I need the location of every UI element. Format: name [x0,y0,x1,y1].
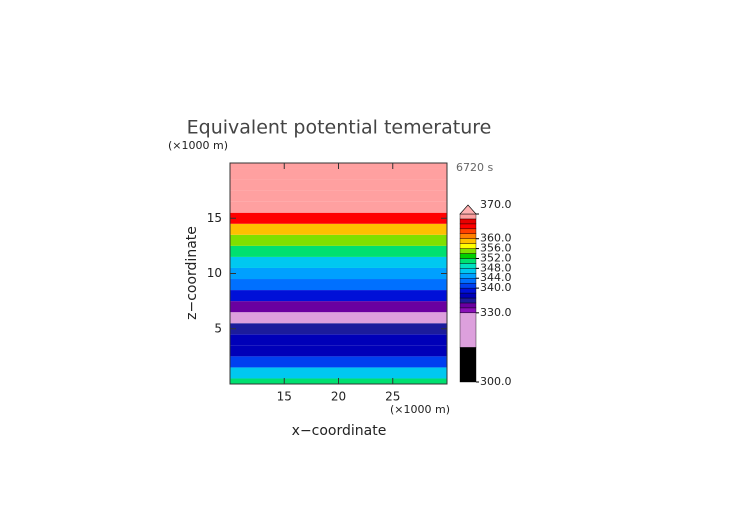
colorbar-swatch [459,223,477,230]
x-tick-label: 15 [277,390,292,404]
x-tick-label: 20 [331,390,346,404]
colorbar-swatch [459,347,477,383]
chart-title: Equivalent potential temerature [187,117,492,139]
contour-band [230,290,447,302]
colorbar-label: 348.0 [480,261,512,274]
contour-band [230,201,447,213]
x-unit: (×1000 m) [390,403,450,416]
colorbar-swatch [459,307,477,314]
contour-band [230,356,447,368]
contour-band [230,245,447,257]
y-tick-label: 5 [214,321,222,335]
colorbar-swatch [459,263,477,269]
colorbar-swatch [459,233,477,239]
contour-band [230,345,447,357]
contour-band [230,212,447,224]
contour-band [230,301,447,313]
colorbar-swatch [459,258,477,264]
contour-band [230,323,447,335]
colorbar-swatch [459,238,477,244]
contour-band [230,256,447,268]
y-tick-label: 10 [207,266,222,280]
colorbar-label: 360.0 [480,232,512,245]
y-tick-label: 15 [207,211,222,225]
colorbar-swatch [459,228,477,234]
colorbar-swatch [459,253,477,259]
colorbar-label: 352.0 [480,251,512,264]
y-unit: (×1000 m) [168,139,228,152]
colorbar-swatch [459,312,477,348]
colorbar-swatch [459,302,477,309]
colorbar-swatch [459,213,477,220]
contour-band [230,190,447,202]
contour-band [230,267,447,280]
time-label: 6720 s [456,161,493,174]
colorbar-swatch [459,273,477,279]
colorbar-swatch [459,297,477,304]
contour-band [230,223,447,235]
colorbar-swatch [459,287,477,294]
colorbar-over [459,204,477,215]
colorbar-label: 340.0 [480,281,512,294]
contour-band [230,367,447,379]
colorbar-swatch [459,268,477,274]
contour-band [230,168,447,180]
contour-band [230,279,447,291]
contour-band [230,234,447,246]
colorbar-label: 356.0 [480,242,512,255]
x-tick-label: 25 [385,390,400,404]
colorbar-swatch [459,248,477,254]
y-axis-label: z−coordinate [184,226,200,320]
x-axis-label: x−coordinate [292,423,387,439]
colorbar-label: 344.0 [480,271,512,284]
colorbar-label: 300.0 [480,375,512,388]
colorbar-swatch [459,278,477,284]
contour-band [230,334,447,346]
contour-band [230,312,447,324]
colorbar-swatch [459,292,477,299]
colorbar-swatch [459,243,477,249]
colorbar-swatch [459,218,477,225]
contour-band [230,179,447,191]
colorbar-label: 370.0 [480,198,512,211]
colorbar-swatch [459,282,477,289]
colorbar-label: 330.0 [480,306,512,319]
